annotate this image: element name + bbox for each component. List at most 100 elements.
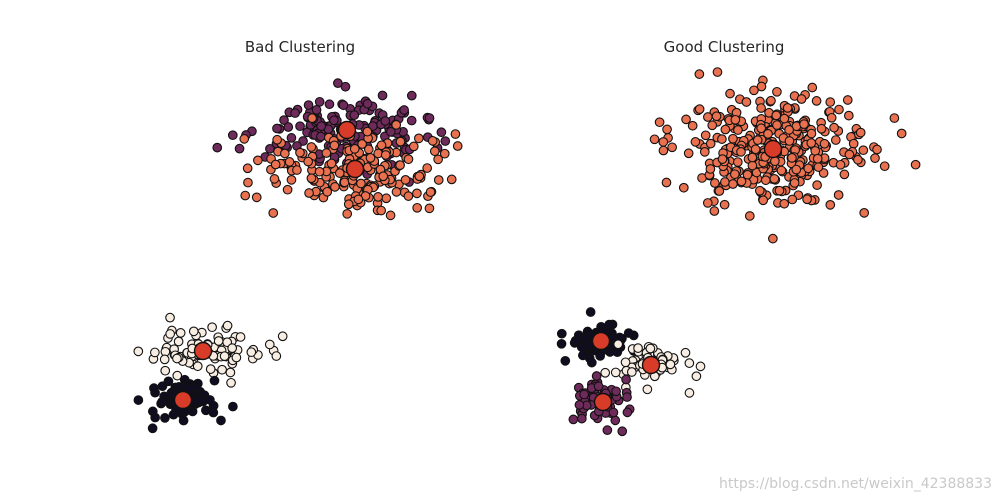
scatter-point	[829, 122, 839, 133]
scatter-point	[787, 153, 797, 163]
scatter-point	[380, 116, 391, 126]
centroid-marker	[641, 355, 661, 375]
scatter-point	[314, 96, 325, 107]
scatter-point	[324, 99, 335, 110]
scatter-point	[333, 78, 343, 88]
good-clustering-title: Good Clustering	[664, 38, 785, 56]
scatter-point	[844, 149, 855, 160]
scatter-point	[429, 146, 440, 157]
centroid-marker	[593, 392, 613, 412]
scatter-point	[172, 370, 183, 381]
scatter-point	[395, 136, 406, 147]
scatter-point	[760, 175, 771, 186]
scatter-point	[774, 185, 785, 196]
scatter-point	[349, 144, 360, 154]
scatter-point	[173, 336, 184, 347]
scatter-point	[756, 103, 766, 113]
scatter-point	[400, 175, 411, 185]
scatter-point	[819, 138, 830, 149]
scatter-point	[330, 182, 340, 192]
scatter-point	[568, 414, 579, 425]
scatter-point	[269, 174, 280, 184]
scatter-point	[896, 128, 907, 139]
scatter-point	[271, 351, 282, 361]
scatter-point	[720, 124, 731, 135]
scatter-point	[307, 113, 317, 123]
scatter-point	[205, 395, 215, 405]
scatter-point	[691, 371, 702, 382]
scatter-point	[265, 143, 275, 154]
scatter-point	[756, 81, 767, 92]
scatter-point	[349, 110, 360, 120]
scatter-point	[242, 163, 253, 174]
scatter-point	[303, 156, 314, 167]
scatter-point	[427, 136, 438, 146]
scatter-point	[227, 343, 238, 354]
scatter-point	[684, 388, 695, 398]
scatter-point	[424, 203, 435, 214]
scatter-point	[403, 154, 414, 165]
scatter-point	[770, 156, 780, 167]
scatter-point	[730, 114, 741, 125]
scatter-point	[835, 159, 846, 170]
scatter-point	[314, 166, 325, 177]
scatter-point	[694, 69, 705, 79]
scatter-point	[175, 328, 186, 338]
scatter-point	[749, 85, 759, 96]
scatter-point	[803, 163, 814, 174]
scatter-point	[712, 67, 723, 77]
scatter-point	[725, 88, 735, 99]
scatter-point	[322, 186, 333, 197]
scatter-point	[779, 113, 790, 124]
centroid-marker	[173, 390, 193, 410]
scatter-point	[585, 307, 596, 317]
scatter-point	[747, 152, 758, 163]
scatter-point	[391, 120, 402, 130]
scatter-point	[282, 184, 293, 195]
scatter-point	[658, 145, 669, 156]
scatter-point	[286, 133, 297, 143]
scatter-point	[408, 141, 419, 152]
scatter-point	[611, 386, 621, 397]
scatter-point	[227, 130, 238, 141]
scatter-point	[626, 367, 637, 377]
scatter-point	[316, 121, 327, 131]
scatter-point	[209, 375, 220, 386]
scatter-point	[591, 371, 602, 381]
scatter-point	[147, 406, 158, 417]
scatter-point	[277, 331, 288, 342]
scatter-point	[610, 367, 621, 378]
scatter-point	[843, 110, 854, 121]
scatter-point	[593, 381, 604, 392]
scatter-point	[604, 319, 615, 330]
scatter-point	[279, 148, 290, 159]
scatter-point	[834, 104, 844, 115]
scatter-point	[595, 351, 606, 361]
scatter-point	[292, 165, 302, 175]
scatter-point	[784, 124, 794, 135]
scatter-point	[414, 171, 425, 182]
scatter-point	[586, 357, 597, 368]
scatter-point	[642, 384, 653, 395]
scatter-point	[683, 148, 694, 159]
watermark-text: https://blog.csdn.net/weixin_42388833	[718, 476, 992, 492]
scatter-point	[720, 177, 730, 187]
scatter-point	[343, 199, 354, 210]
scatter-point	[192, 361, 203, 372]
scatter-point	[272, 123, 282, 134]
scatter-point	[812, 153, 823, 164]
scatter-point	[290, 108, 300, 118]
scatter-point	[813, 162, 824, 172]
scatter-point	[433, 154, 443, 165]
scatter-point	[602, 425, 613, 436]
scatter-point	[699, 147, 710, 157]
scatter-point	[859, 208, 870, 218]
scatter-point	[744, 211, 755, 221]
scatter-point	[433, 175, 444, 185]
scatter-point	[842, 95, 853, 105]
scatter-point	[787, 194, 798, 205]
scatter-point	[295, 121, 305, 132]
scatter-point	[649, 134, 660, 145]
scatter-point	[717, 134, 727, 144]
scatter-point	[613, 339, 624, 350]
